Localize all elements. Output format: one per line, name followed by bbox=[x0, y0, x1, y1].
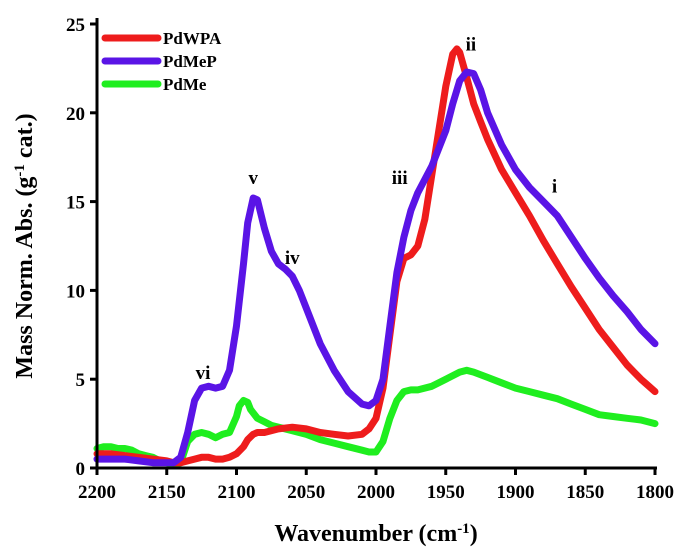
series-line-pdwpa bbox=[93, 45, 659, 467]
x-tick-label: 1800 bbox=[636, 482, 674, 503]
x-tick-label: 2150 bbox=[148, 482, 186, 503]
x-tick-label: 1900 bbox=[497, 482, 535, 503]
y-axis-title: Mass Norm. Abs. (g-1 cat.) bbox=[12, 113, 38, 378]
annotation-label: iii bbox=[392, 168, 408, 189]
x-axis-title: Wavenumber (cm-1) bbox=[274, 521, 477, 547]
y-tick-label: 25 bbox=[66, 15, 85, 36]
annotation-label: vi bbox=[196, 363, 211, 384]
x-tick-label: 2200 bbox=[78, 482, 116, 503]
legend: PdWPA PdMeP PdMe bbox=[101, 29, 222, 94]
series-layer bbox=[93, 45, 659, 468]
legend-label-pdmep: PdMeP bbox=[163, 52, 217, 71]
y-tick-label: 10 bbox=[66, 281, 85, 302]
series-line-pdmep bbox=[93, 68, 659, 467]
x-tick-label: 1850 bbox=[566, 482, 604, 503]
annotation-label: v bbox=[248, 168, 258, 189]
x-tick-label: 2050 bbox=[287, 482, 325, 503]
y-tick-label: 5 bbox=[76, 370, 86, 391]
x-tick-label: 1950 bbox=[427, 482, 465, 503]
legend-label-pdme: PdMe bbox=[163, 75, 207, 94]
annotation-label: i bbox=[552, 177, 557, 198]
x-tick-label: 2100 bbox=[218, 482, 256, 503]
annotation-label: ii bbox=[466, 35, 477, 56]
y-tick-label: 0 bbox=[76, 459, 86, 480]
y-tick-label: 20 bbox=[66, 104, 85, 125]
annotation-label: iv bbox=[285, 248, 300, 269]
x-tick-label: 2000 bbox=[357, 482, 395, 503]
legend-label-pdwpa: PdWPA bbox=[163, 29, 222, 48]
ticks: 2200 2150 2100 2050 2000 1950 1900 1850 1800 0 5 10… bbox=[66, 15, 674, 503]
y-tick-label: 15 bbox=[66, 193, 85, 214]
